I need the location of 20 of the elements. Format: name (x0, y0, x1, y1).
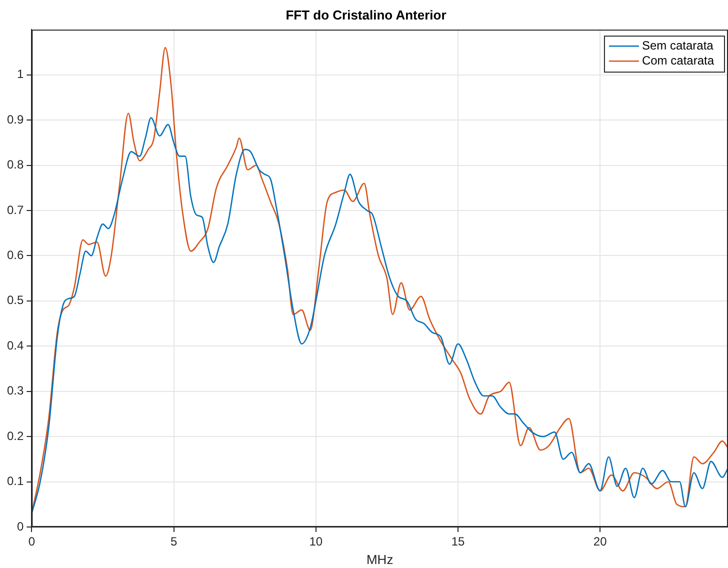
x-tick-label: 15 (451, 534, 465, 549)
y-tick-label: 0.8 (6, 158, 24, 172)
x-tick-label: 0 (28, 534, 36, 549)
x-tick-label: 5 (170, 534, 178, 549)
legend-label: Sem catarata (642, 38, 714, 52)
x-tick-label: 10 (309, 534, 323, 549)
y-tick-label: 0.6 (6, 248, 24, 262)
y-tick-label: 0 (16, 519, 24, 534)
y-tick-label: 0.9 (6, 112, 24, 126)
x-axis-title: MHz (366, 552, 394, 567)
y-tick-label: 0.4 (6, 338, 24, 352)
y-tick-label: 0.5 (6, 293, 24, 308)
legend-label: Com catarata (642, 53, 714, 68)
y-tick-label: 0.3 (6, 384, 24, 398)
y-tick-label: 1 (16, 67, 24, 82)
y-tick-label: 0.1 (6, 474, 24, 488)
y-tick-label: 0.2 (6, 428, 24, 443)
x-tick-label: 20 (593, 534, 608, 549)
chart-title: FFT do Cristalino Anterior (286, 7, 446, 22)
y-tick-label: 0.7 (6, 202, 24, 217)
